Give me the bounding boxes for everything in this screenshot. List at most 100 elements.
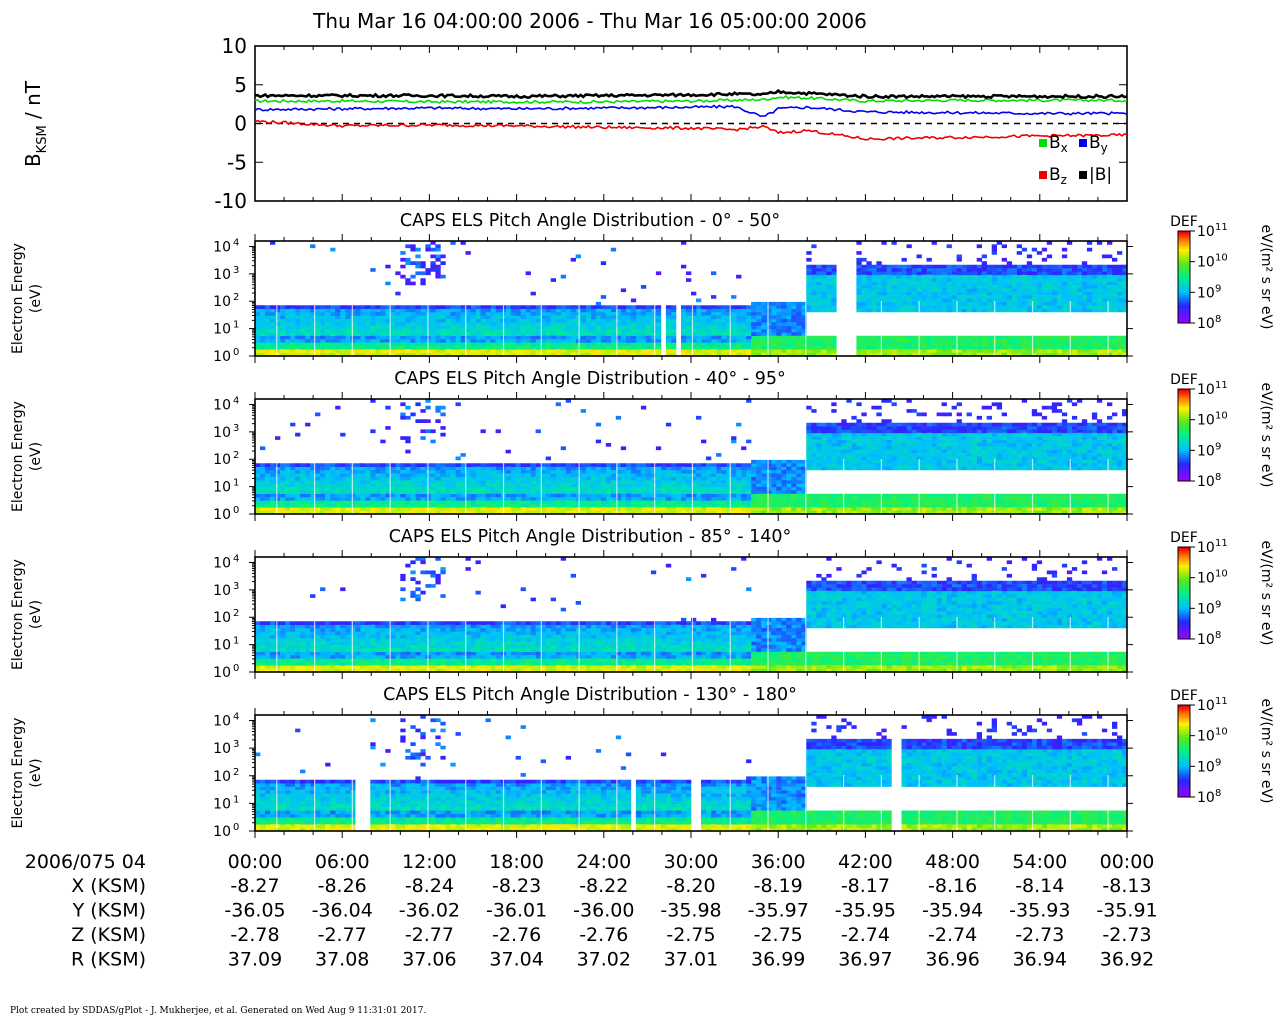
colorbar-band xyxy=(1178,735,1190,738)
spectrogram-cells xyxy=(796,339,1123,347)
colorbar-tick-exp: 8 xyxy=(1215,472,1221,483)
colorbar-tick-exp: 11 xyxy=(1215,380,1228,391)
spectrogram-ytick-label: 10 xyxy=(213,425,231,441)
spectrogram-cells xyxy=(756,817,762,822)
ephem-row-label: Z (KSM) xyxy=(71,924,146,946)
spectrogram-cells xyxy=(470,345,476,350)
spectrogram-cells xyxy=(1086,810,1093,815)
spectrogram-cells xyxy=(776,796,782,801)
spectrogram-cells xyxy=(265,507,1058,515)
spectrogram-cells xyxy=(545,500,551,505)
spectrogram-cells xyxy=(1096,446,1103,451)
colorbar-band xyxy=(1178,433,1190,436)
colorbar-frame xyxy=(1177,546,1191,640)
spectrogram-cells xyxy=(741,557,747,561)
ephem-value: -36.01 xyxy=(486,900,547,922)
spectrogram-cells xyxy=(650,339,657,343)
spectrogram-cells xyxy=(751,665,767,669)
colorbar-band xyxy=(1178,629,1190,632)
spectrogram-cells xyxy=(1101,570,1108,575)
colorbar-band xyxy=(1178,299,1190,302)
colorbar-band xyxy=(1178,741,1190,744)
spectrogram-cells xyxy=(1091,665,1098,669)
mag-series-bz xyxy=(254,119,1128,141)
spectrogram-cells xyxy=(375,349,381,353)
spectrogram-cells xyxy=(420,463,426,467)
spectrogram-cells xyxy=(936,507,942,511)
spectrogram-cells xyxy=(410,281,416,286)
spectrogram-yunit: (eV) xyxy=(28,284,44,313)
spectrogram-cells xyxy=(630,665,637,669)
spectrogram-cells xyxy=(796,655,802,659)
spectrogram-cells xyxy=(405,449,411,454)
ephem-value: -8.24 xyxy=(405,875,454,897)
spectrogram-cells xyxy=(901,824,1128,832)
spectrogram-cells xyxy=(1107,507,1118,515)
spectrogram-cells xyxy=(1122,752,1128,757)
ephem-value: -8.16 xyxy=(928,875,977,897)
spectrogram-cells xyxy=(886,429,892,434)
ephem-value: -2.76 xyxy=(492,924,541,946)
spectrogram-cells xyxy=(1046,507,1053,511)
colorbar-band xyxy=(1178,431,1190,434)
spectrogram-cells xyxy=(676,507,682,511)
spectrogram-cells xyxy=(455,503,461,508)
colorbar-tick-label: 10 xyxy=(1197,540,1215,556)
colorbar-tick-exp: 9 xyxy=(1215,599,1221,610)
spectrogram-cells xyxy=(295,779,301,784)
colorbar-band xyxy=(1178,297,1190,300)
spectrogram-cells xyxy=(315,655,832,666)
spectrogram-cells xyxy=(861,655,867,659)
colorbar-band xyxy=(1178,475,1190,478)
time-tick-label: 00:00 xyxy=(1100,851,1155,873)
colorbar-frame xyxy=(1177,388,1191,482)
spectrogram-ytick-label: 10 xyxy=(213,349,231,365)
spectrogram-panel-1: CAPS ELS Pitch Angle Distribution - 0° -… xyxy=(10,211,1274,365)
colorbar-band xyxy=(1178,261,1190,264)
colorbar-unit: eV/(m² s sr eV) xyxy=(1258,541,1274,646)
colorbar-band xyxy=(1178,301,1190,304)
spectrogram-cells xyxy=(1016,824,1022,828)
spectrogram-cells xyxy=(540,759,546,764)
spectrogram-cells xyxy=(260,446,266,451)
spectrogram-cells xyxy=(796,335,877,347)
colorbar-band xyxy=(1178,251,1190,254)
colorbar-band xyxy=(1178,619,1190,622)
spectrogram-cells xyxy=(956,335,962,340)
spectrogram-cells xyxy=(756,349,1058,357)
colorbar-band xyxy=(1178,463,1190,466)
mag-ytick-label: 0 xyxy=(234,112,247,136)
spectrogram-cells xyxy=(1056,665,1063,669)
spectrogram-cells xyxy=(811,335,1028,350)
spectrogram-cells xyxy=(716,813,1083,825)
spectrogram-cells xyxy=(415,817,431,825)
colorbar-band xyxy=(1178,453,1190,456)
colorbar-band xyxy=(1178,551,1190,554)
colorbar-band xyxy=(1178,277,1190,280)
colorbar-band xyxy=(1178,287,1190,290)
spectrogram-cells xyxy=(831,335,1098,350)
spectrogram-cells xyxy=(390,621,396,625)
spectrogram-cells xyxy=(455,507,1073,515)
colorbar-band xyxy=(1178,569,1190,572)
spectrogram-cells xyxy=(671,473,677,478)
spectrogram-cells xyxy=(620,470,652,481)
spectrogram-cells xyxy=(430,507,436,511)
spectrogram-cells xyxy=(861,665,867,669)
spectrogram-ytick-exp: 3 xyxy=(233,423,239,434)
spectrogram-cells xyxy=(896,285,902,289)
spectrogram-ytick-label: 10 xyxy=(213,294,231,310)
spectrogram-ytick-exp: 3 xyxy=(233,739,239,750)
spectrogram-cells xyxy=(751,335,1022,350)
spectrogram-cells xyxy=(941,335,947,340)
colorbar-band xyxy=(1178,761,1190,764)
spectrogram-cells xyxy=(856,349,862,353)
colorbar-band xyxy=(1178,305,1190,308)
spectrogram-cells xyxy=(600,486,607,491)
spectrogram-ytick-label: 10 xyxy=(213,322,231,338)
colorbar-band xyxy=(1178,757,1190,760)
spectrogram-cells xyxy=(811,824,817,828)
spectrogram-cells xyxy=(305,500,702,508)
spectrogram-cells xyxy=(345,507,366,515)
ephem-date-label: 2006/075 04 xyxy=(25,851,146,873)
